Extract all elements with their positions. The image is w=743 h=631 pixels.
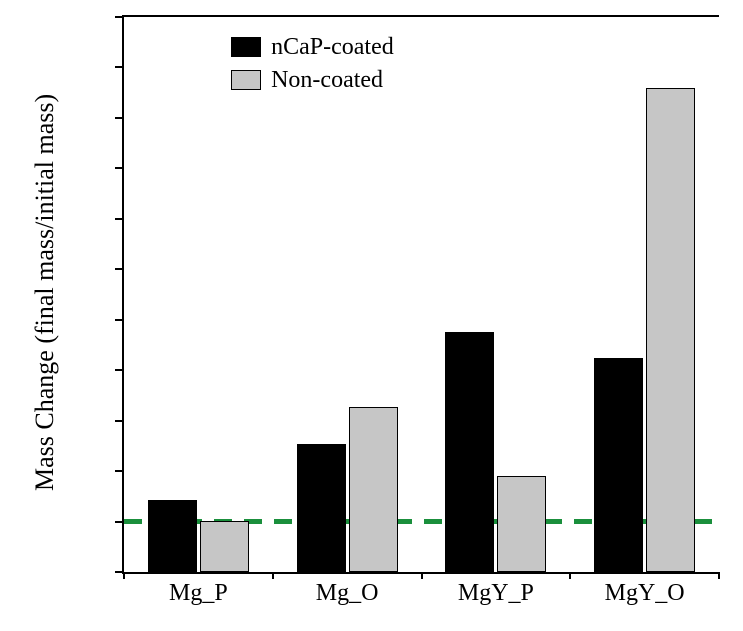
legend-label: Non-coated — [271, 67, 383, 94]
x-category-label: MgY_O — [605, 580, 685, 607]
legend-item: nCaP-coated — [231, 34, 394, 61]
y-tick-mark — [115, 16, 122, 18]
legend-swatch — [231, 70, 261, 90]
bar — [148, 500, 197, 572]
y-tick-mark — [115, 66, 122, 68]
x-tick-mark — [272, 572, 274, 579]
y-tick-mark — [115, 319, 122, 321]
y-tick-mark — [115, 521, 122, 523]
bar — [200, 521, 249, 572]
legend-swatch — [231, 37, 261, 57]
y-tick-mark — [115, 470, 122, 472]
plot-area: Mg_PMg_OMgY_PMgY_O nCaP-coatedNon-coated — [122, 15, 719, 574]
y-tick-mark — [115, 117, 122, 119]
y-tick-mark — [115, 218, 122, 220]
y-tick-mark — [115, 268, 122, 270]
bar — [297, 444, 346, 572]
x-tick-mark — [421, 572, 423, 579]
x-category-label: Mg_O — [316, 580, 379, 607]
y-tick-mark — [115, 571, 122, 573]
y-axis-title: Mass Change (final mass/initial mass) — [30, 94, 60, 491]
x-category-label: MgY_P — [458, 580, 534, 607]
mass-change-chart: Mass Change (final mass/initial mass) 0.… — [0, 0, 743, 631]
x-category-label: Mg_P — [169, 580, 228, 607]
legend-label: nCaP-coated — [271, 34, 394, 61]
y-tick-mark — [115, 369, 122, 371]
x-tick-mark — [569, 572, 571, 579]
legend-item: Non-coated — [231, 67, 394, 94]
bar — [497, 476, 546, 572]
y-tick-mark — [115, 420, 122, 422]
bar — [646, 88, 695, 572]
y-tick-mark — [115, 167, 122, 169]
bar — [445, 332, 494, 572]
bar — [349, 407, 398, 572]
x-tick-mark — [123, 572, 125, 579]
x-tick-mark — [718, 572, 720, 579]
bar — [594, 358, 643, 572]
legend: nCaP-coated Non-coated — [231, 34, 394, 100]
